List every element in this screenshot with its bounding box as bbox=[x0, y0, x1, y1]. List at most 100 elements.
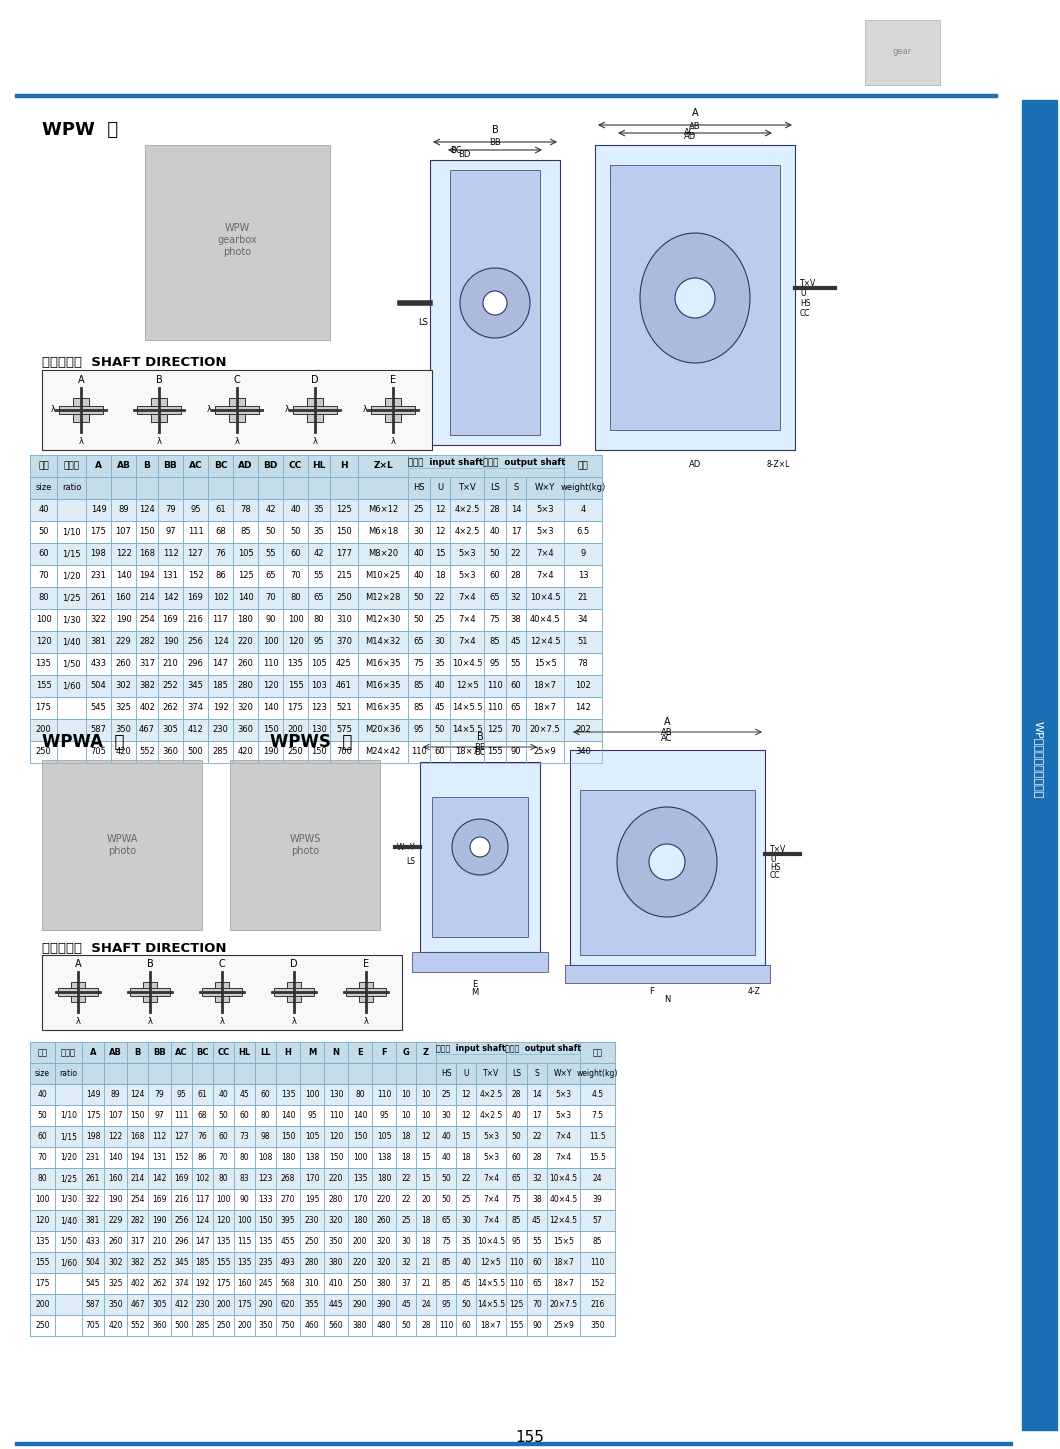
Text: 89: 89 bbox=[118, 506, 129, 514]
Text: 262: 262 bbox=[162, 704, 178, 713]
Text: 14×5.5: 14×5.5 bbox=[477, 1300, 505, 1308]
Text: 175: 175 bbox=[90, 527, 106, 536]
Bar bbox=[450, 675, 484, 697]
Bar bbox=[171, 1106, 192, 1126]
Bar bbox=[148, 1168, 171, 1190]
Bar bbox=[526, 630, 564, 653]
Ellipse shape bbox=[640, 233, 750, 364]
Text: 120: 120 bbox=[263, 681, 279, 691]
Text: 380: 380 bbox=[329, 1258, 343, 1266]
Text: 50: 50 bbox=[265, 527, 276, 536]
Text: C: C bbox=[233, 375, 241, 385]
Text: 70: 70 bbox=[38, 571, 49, 581]
Text: 25×9: 25×9 bbox=[553, 1321, 573, 1330]
Bar bbox=[371, 406, 416, 414]
Bar bbox=[104, 1042, 127, 1064]
Bar bbox=[55, 1106, 82, 1126]
Bar bbox=[436, 1084, 456, 1106]
Text: 115: 115 bbox=[237, 1237, 251, 1246]
Bar bbox=[396, 1232, 416, 1252]
Bar bbox=[258, 455, 283, 477]
Text: 39: 39 bbox=[593, 1195, 602, 1204]
Bar bbox=[111, 522, 136, 543]
Bar bbox=[526, 565, 564, 587]
Text: 12: 12 bbox=[421, 1132, 430, 1140]
Bar bbox=[255, 1294, 276, 1316]
Text: WPW  型: WPW 型 bbox=[42, 122, 118, 139]
Bar bbox=[396, 1210, 416, 1232]
Bar bbox=[148, 1084, 171, 1106]
Text: 252: 252 bbox=[162, 681, 178, 691]
Bar bbox=[506, 630, 526, 653]
Bar bbox=[30, 1252, 615, 1274]
Bar bbox=[30, 1190, 615, 1210]
Bar bbox=[258, 543, 283, 565]
Text: 40: 40 bbox=[290, 506, 301, 514]
Bar bbox=[208, 455, 233, 477]
Text: 55: 55 bbox=[265, 549, 276, 558]
Text: 504: 504 bbox=[86, 1258, 101, 1266]
Text: CC: CC bbox=[217, 1048, 230, 1056]
Bar bbox=[450, 740, 484, 764]
Text: 50: 50 bbox=[38, 527, 49, 536]
Bar bbox=[527, 1106, 547, 1126]
Bar bbox=[408, 653, 430, 675]
Bar bbox=[430, 697, 450, 719]
Bar bbox=[330, 675, 358, 697]
Bar bbox=[136, 565, 158, 587]
Bar bbox=[506, 522, 526, 543]
Text: 25: 25 bbox=[435, 616, 445, 625]
Text: 169: 169 bbox=[162, 616, 178, 625]
Text: 85: 85 bbox=[441, 1258, 450, 1266]
Text: 100: 100 bbox=[35, 1195, 50, 1204]
Text: 18×7: 18×7 bbox=[553, 1258, 573, 1266]
Bar bbox=[330, 565, 358, 587]
Bar bbox=[136, 719, 158, 740]
Text: 135: 135 bbox=[35, 1237, 50, 1246]
Bar bbox=[359, 982, 373, 1003]
Bar bbox=[30, 697, 602, 719]
Text: 50: 50 bbox=[401, 1321, 411, 1330]
Bar bbox=[416, 1064, 436, 1084]
Bar bbox=[300, 1190, 324, 1210]
Text: 250: 250 bbox=[353, 1279, 367, 1288]
Text: W×Y: W×Y bbox=[396, 842, 416, 852]
Text: 125: 125 bbox=[336, 506, 352, 514]
Bar bbox=[527, 1042, 547, 1064]
Text: HS: HS bbox=[770, 864, 780, 872]
Text: 110: 110 bbox=[488, 704, 502, 713]
Bar bbox=[30, 543, 57, 565]
Text: 135: 135 bbox=[287, 659, 303, 668]
Text: 35: 35 bbox=[314, 506, 324, 514]
Text: 250: 250 bbox=[336, 594, 352, 603]
Bar bbox=[358, 630, 408, 653]
Text: 79: 79 bbox=[165, 506, 176, 514]
Bar bbox=[484, 477, 506, 498]
Text: 25: 25 bbox=[413, 506, 424, 514]
Text: 38: 38 bbox=[511, 616, 522, 625]
Text: 122: 122 bbox=[108, 1132, 123, 1140]
Text: 100: 100 bbox=[305, 1090, 319, 1098]
Bar bbox=[255, 1210, 276, 1232]
Text: M24×42: M24×42 bbox=[366, 748, 401, 756]
Text: 55: 55 bbox=[532, 1237, 542, 1246]
Text: 235: 235 bbox=[259, 1258, 272, 1266]
Bar bbox=[308, 697, 330, 719]
Bar bbox=[158, 455, 183, 477]
Bar bbox=[506, 1106, 527, 1126]
Bar bbox=[506, 498, 526, 522]
Bar bbox=[15, 1442, 1012, 1445]
Text: 150: 150 bbox=[281, 1132, 296, 1140]
Bar bbox=[255, 1126, 276, 1148]
Text: 1/20: 1/20 bbox=[63, 571, 81, 581]
Text: B: B bbox=[143, 461, 151, 471]
Bar bbox=[234, 1232, 255, 1252]
Bar bbox=[192, 1274, 213, 1294]
Bar bbox=[111, 543, 136, 565]
Text: 192: 192 bbox=[213, 704, 228, 713]
Bar bbox=[183, 477, 208, 498]
Bar bbox=[30, 1042, 55, 1064]
Text: 105: 105 bbox=[376, 1132, 391, 1140]
Text: 15: 15 bbox=[421, 1153, 430, 1162]
Bar bbox=[330, 587, 358, 609]
